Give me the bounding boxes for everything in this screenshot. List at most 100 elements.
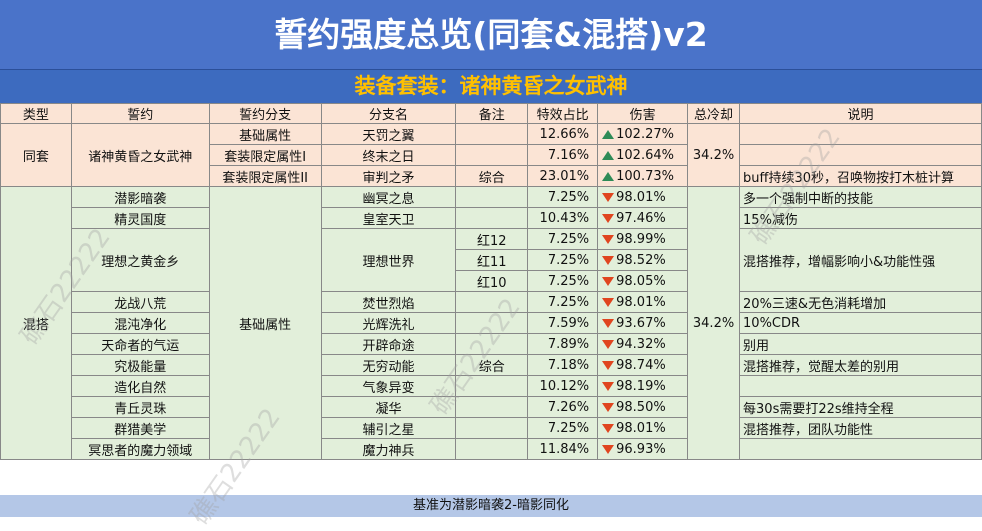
effect-pct-cell: 11.84% — [527, 438, 599, 460]
damage-cell: 102.27% — [597, 123, 689, 145]
branch-name-cell: 皇室天卫 — [320, 207, 457, 229]
note-cell — [455, 375, 529, 397]
damage-cell: 98.01% — [597, 186, 689, 208]
effect-pct-cell: 7.25% — [527, 270, 599, 292]
damage-value: 98.52% — [616, 252, 666, 268]
table-row: 群猎美学 辅引之星 7.25% 98.01% 混搭推荐，团队功能性 — [1, 417, 982, 439]
branch-name-cell: 幽冥之息 — [320, 186, 457, 208]
vow-cell: 混沌净化 — [70, 312, 210, 334]
header-branch: 誓约分支 — [208, 103, 322, 124]
damage-value: 97.46% — [616, 210, 666, 226]
vow-cell: 冥思者的魔力领域 — [70, 438, 210, 460]
description-cell: 10%CDR — [739, 312, 982, 334]
effect-pct-cell: 10.12% — [527, 375, 599, 397]
description-cell: 混搭推荐，团队功能性 — [739, 417, 982, 439]
vow-cell: 究极能量 — [70, 354, 210, 376]
branch-name-cell: 魔力神兵 — [320, 438, 457, 460]
damage-cell: 98.52% — [597, 249, 689, 271]
cooldown-cell: 34.2% — [687, 186, 741, 460]
description-cell — [739, 144, 982, 166]
effect-pct-cell: 7.25% — [527, 186, 599, 208]
branch-cell: 套装限定属性I — [208, 144, 322, 166]
damage-cell: 97.46% — [597, 207, 689, 229]
table-row: 究极能量 无穷动能 综合 7.18% 98.74% 混搭推荐，觉醒太差的别用 — [1, 354, 982, 376]
damage-value: 93.67% — [616, 315, 666, 331]
note-cell — [455, 333, 529, 355]
damage-cell: 98.19% — [597, 375, 689, 397]
damage-cell: 98.74% — [597, 354, 689, 376]
header-type: 类型 — [0, 103, 72, 124]
description-cell: 别用 — [739, 333, 982, 355]
damage-cell: 100.73% — [597, 165, 689, 187]
type-cell: 混搭 — [0, 186, 72, 460]
description-cell: 每30s需要打22s维持全程 — [739, 396, 982, 418]
down-arrow-icon — [602, 402, 615, 412]
note-cell — [455, 186, 529, 208]
effect-pct-cell: 7.16% — [527, 144, 599, 166]
damage-value: 94.32% — [616, 336, 666, 352]
note-cell — [455, 207, 529, 229]
note-cell — [455, 123, 529, 145]
vow-cell: 诸神黄昏之女武神 — [70, 123, 210, 187]
damage-value: 98.99% — [616, 231, 666, 247]
branch-cell: 基础属性 — [208, 186, 322, 460]
note-cell: 红12 — [455, 228, 529, 250]
note-cell — [455, 312, 529, 334]
note-cell: 红11 — [455, 249, 529, 271]
effect-pct-cell: 7.26% — [527, 396, 599, 418]
damage-value: 98.19% — [616, 378, 666, 394]
description-cell — [739, 375, 982, 397]
note-cell: 综合 — [455, 354, 529, 376]
note-cell — [455, 438, 529, 460]
table-row: 天命者的气运 开辟命途 7.89% 94.32% 别用 — [1, 333, 982, 355]
header-note: 备注 — [455, 103, 529, 124]
table-row: 混搭 潜影暗袭 基础属性 幽冥之息 7.25% 98.01% 34.2% 多一个… — [0, 186, 982, 460]
damage-cell: 94.32% — [597, 333, 689, 355]
table-header-row: 类型 誓约 誓约分支 分支名 备注 特效占比 伤害 总冷却 说明 — [0, 103, 982, 124]
description-cell: buff持续30秒，召唤物按打木桩计算 — [739, 165, 982, 187]
up-arrow-icon — [602, 129, 615, 139]
effect-pct-cell: 7.25% — [527, 228, 599, 250]
vow-cell: 精灵国度 — [70, 207, 210, 229]
damage-cell: 98.01% — [597, 417, 689, 439]
down-arrow-icon — [602, 423, 615, 433]
damage-cell: 93.67% — [597, 312, 689, 334]
equipment-set-title: 装备套装：诸神黄昏之女武神 — [0, 70, 982, 103]
description-cell: 混搭推荐，增幅影响小&功能性强 — [739, 228, 982, 292]
effect-pct-cell: 10.43% — [527, 207, 599, 229]
header-description: 说明 — [739, 103, 982, 124]
damage-value: 98.74% — [616, 357, 666, 373]
vow-cell: 青丘灵珠 — [70, 396, 210, 418]
note-cell — [455, 144, 529, 166]
damage-value: 100.73% — [616, 168, 674, 184]
description-cell: 20%三速&无色消耗增加 — [739, 291, 982, 313]
vow-cell: 潜影暗袭 — [70, 186, 210, 208]
down-arrow-icon — [602, 213, 615, 223]
damage-value: 98.01% — [616, 189, 666, 205]
table-row: 红11 7.25% 98.52% — [1, 249, 982, 271]
table-row: 精灵国度 皇室天卫 10.43% 97.46% 15%减伤 — [1, 207, 982, 229]
damage-value: 98.50% — [616, 399, 666, 415]
effect-pct-cell: 7.25% — [527, 249, 599, 271]
up-arrow-icon — [602, 150, 615, 160]
down-arrow-icon — [602, 297, 615, 307]
table-row: 混沌净化 光辉洗礼 7.59% 93.67% 10%CDR — [1, 312, 982, 334]
damage-cell: 98.99% — [597, 228, 689, 250]
damage-cell: 98.50% — [597, 396, 689, 418]
damage-value: 98.05% — [616, 273, 666, 289]
table-row: 龙战八荒 焚世烈焰 7.25% 98.01% 20%三速&无色消耗增加 — [1, 291, 982, 313]
down-arrow-icon — [602, 192, 615, 202]
down-arrow-icon — [602, 339, 615, 349]
damage-cell: 96.93% — [597, 438, 689, 460]
damage-value: 102.64% — [616, 147, 674, 163]
effect-pct-cell: 7.89% — [527, 333, 599, 355]
vow-cell: 龙战八荒 — [70, 291, 210, 313]
damage-value: 96.93% — [616, 441, 666, 457]
baseline-footer: 基准为潜影暗袭2-暗影同化 — [0, 495, 982, 517]
table-row: 套装限定属性II 审判之矛 综合 23.01% 100.73% buff持续30… — [1, 165, 982, 187]
description-cell: 混搭推荐，觉醒太差的别用 — [739, 354, 982, 376]
down-arrow-icon — [602, 360, 615, 370]
branch-name-cell: 终末之日 — [320, 144, 457, 166]
page-title: 誓约强度总览(同套&混搭)v2 — [0, 0, 982, 70]
branch-name-cell: 光辉洗礼 — [320, 312, 457, 334]
